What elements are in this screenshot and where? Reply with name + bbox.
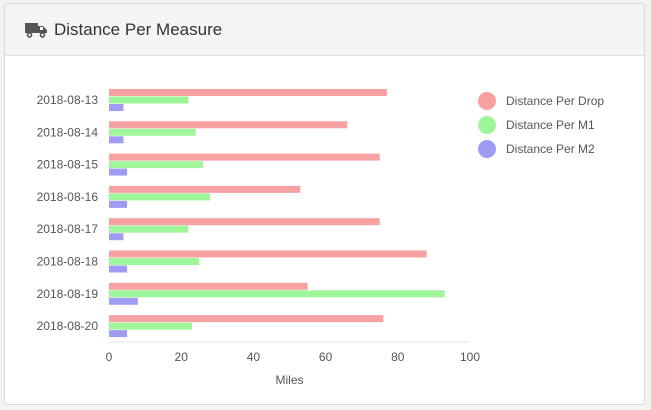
legend-swatch — [478, 92, 496, 110]
bar-distance-per-drop-2018-08-16 — [109, 185, 301, 193]
y-tick-label: 2018-08-13 — [37, 93, 99, 107]
truck-icon — [25, 22, 47, 38]
bar-distance-per-m1-2018-08-13 — [109, 96, 189, 104]
bars-group — [109, 89, 445, 338]
bar-distance-per-m2-2018-08-17 — [109, 233, 124, 241]
bar-distance-per-m1-2018-08-15 — [109, 161, 203, 169]
x-tick-label: 20 — [175, 350, 189, 364]
bar-distance-per-m2-2018-08-15 — [109, 168, 128, 176]
x-tick-label: 100 — [460, 350, 480, 364]
bar-distance-per-m1-2018-08-17 — [109, 225, 189, 233]
x-axis-ticks: 0 20 40 60 80 100 — [106, 350, 481, 364]
x-tick-label: 40 — [247, 350, 261, 364]
y-tick-label: 2018-08-15 — [37, 158, 99, 172]
y-tick-label: 2018-08-16 — [37, 190, 99, 204]
bar-distance-per-m1-2018-08-16 — [109, 193, 211, 201]
legend-swatch — [478, 140, 496, 158]
bar-distance-per-m2-2018-08-16 — [109, 200, 128, 208]
y-tick-label: 2018-08-14 — [37, 125, 99, 139]
x-tick-label: 60 — [319, 350, 333, 364]
bar-distance-per-drop-2018-08-19 — [109, 282, 308, 290]
x-tick-label: 80 — [391, 350, 405, 364]
bar-distance-per-m2-2018-08-13 — [109, 104, 124, 111]
y-axis-ticks: 2018-08-13 2018-08-14 2018-08-15 2018-08-16… — [37, 93, 99, 333]
y-tick-label: 2018-08-20 — [37, 319, 99, 333]
bar-distance-per-m1-2018-08-18 — [109, 258, 200, 265]
y-tick-label: 2018-08-17 — [37, 222, 99, 236]
bar-distance-per-m1-2018-08-19 — [109, 290, 445, 298]
legend: Distance Per Drop Distance Per M1 Distance… — [478, 92, 604, 158]
legend-label: Distance Per M1 — [506, 118, 595, 132]
bar-distance-per-m1-2018-08-14 — [109, 128, 196, 136]
panel-title: Distance Per Measure — [54, 19, 223, 39]
bar-distance-per-drop-2018-08-18 — [109, 250, 427, 258]
y-tick-label: 2018-08-19 — [37, 287, 99, 301]
x-axis-title: Miles — [275, 373, 303, 387]
panel-header: Distance Per Measure — [5, 4, 644, 56]
bar-distance-per-m2-2018-08-20 — [109, 330, 128, 338]
bar-distance-per-drop-2018-08-17 — [109, 218, 380, 226]
bar-distance-per-drop-2018-08-13 — [109, 89, 387, 96]
bar-distance-per-m2-2018-08-14 — [109, 136, 124, 144]
bar-distance-per-m1-2018-08-20 — [109, 322, 193, 330]
x-tick-label: 0 — [106, 350, 113, 364]
legend-swatch — [478, 116, 496, 134]
bar-distance-per-drop-2018-08-20 — [109, 315, 384, 323]
bar-distance-per-m2-2018-08-19 — [109, 297, 138, 305]
y-tick-label: 2018-08-18 — [37, 255, 99, 269]
legend-label: Distance Per Drop — [506, 94, 604, 108]
bar-distance-per-drop-2018-08-14 — [109, 121, 348, 129]
bar-distance-per-m2-2018-08-18 — [109, 265, 128, 273]
bar-distance-per-drop-2018-08-15 — [109, 153, 380, 161]
legend-label: Distance Per M2 — [506, 142, 595, 156]
